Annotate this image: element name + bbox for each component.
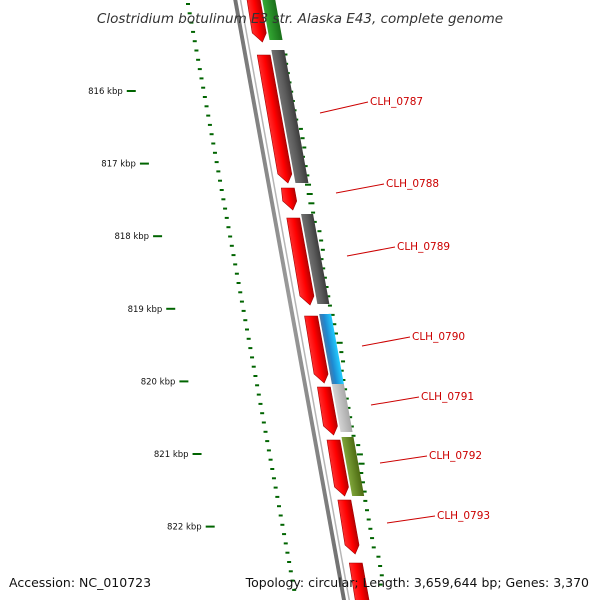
cog-block-blue-0790 <box>319 314 344 384</box>
tick-label: 819 kbp <box>128 305 163 315</box>
cds-arrow-body <box>281 187 298 211</box>
cog-block-light-0791 <box>331 384 353 432</box>
gene-leader-line <box>361 336 411 347</box>
cds-arrow-body <box>245 0 267 43</box>
cog-block-dark-0787 <box>271 50 309 183</box>
gene-label: CLH_0788 <box>386 178 439 190</box>
cog-block-green <box>260 0 283 40</box>
cds-arrow-body <box>348 562 372 600</box>
backbone-outer-line <box>233 0 346 600</box>
cds-arrow-0794 <box>348 562 372 600</box>
gene-labels: CLH_0787 CLH_0788 CLH_0789 CLH_0790 CLH_0791… <box>319 96 490 524</box>
cds-arrow-0791 <box>317 386 338 436</box>
cds-arrow-body <box>256 54 293 184</box>
cog-block-fill <box>260 0 283 40</box>
gene-leader-line <box>379 455 428 464</box>
backbone-inner-line <box>239 0 350 600</box>
gene-leader-line <box>386 515 436 524</box>
gene-leader-line <box>346 246 396 257</box>
gene-label: CLH_0787 <box>370 96 423 108</box>
position-ticks: 816 kbp 817 kbp 818 kbp 819 kbp 820 kbp 821 k… <box>88 87 215 533</box>
cds-track <box>245 0 372 600</box>
cds-arrow-body <box>317 386 338 436</box>
gene-leader-line <box>335 183 385 194</box>
tick-label: 822 kbp <box>167 523 202 533</box>
cds-arrow-0790 <box>304 315 329 384</box>
cds-arrow-0792 <box>326 439 349 497</box>
tick-label: 817 kbp <box>101 160 136 170</box>
cog-block-fill <box>331 384 353 432</box>
gene-label: CLH_0791 <box>421 391 474 403</box>
gene-label: CLH_0789 <box>397 241 450 253</box>
cog-block-fill <box>271 50 309 183</box>
tick-label: 818 kbp <box>114 232 149 242</box>
cds-arrow-body <box>337 499 360 555</box>
accession-text: Accession: NC_010723 <box>9 575 151 590</box>
cog-track <box>260 0 365 496</box>
cds-arrow-body <box>304 315 329 384</box>
cds-arrow-0787 <box>256 54 293 184</box>
cog-block-fill <box>341 437 365 496</box>
tick-label: 821 kbp <box>154 450 189 460</box>
cog-block-fill <box>319 314 344 384</box>
cds-arrow-0793 <box>337 499 360 555</box>
gene-leader-line <box>319 101 369 114</box>
gene-label: CLH_0790 <box>412 331 465 343</box>
genome-backbone <box>233 0 350 600</box>
gene-leader-line <box>370 396 420 406</box>
cog-block-fill <box>301 214 330 304</box>
cds-arrow-0786 <box>245 0 267 43</box>
cog-block-dark-0789 <box>301 214 330 304</box>
cds-arrow-body <box>326 439 349 497</box>
gene-label: CLH_0793 <box>437 510 490 522</box>
cds-arrow-0789 <box>286 217 315 306</box>
genome-summary-text: Topology: circular; Length: 3,659,644 bp… <box>245 575 589 590</box>
cds-arrow-body <box>286 217 315 306</box>
gene-label: CLH_0792 <box>429 450 482 462</box>
tick-label: 820 kbp <box>141 377 176 387</box>
map-title: Clostridium botulinum E3 str. Alaska E43… <box>97 11 503 27</box>
cds-arrow-0788 <box>281 187 298 211</box>
tick-label: 816 kbp <box>88 87 123 97</box>
cog-block-olive-0792 <box>341 437 365 496</box>
